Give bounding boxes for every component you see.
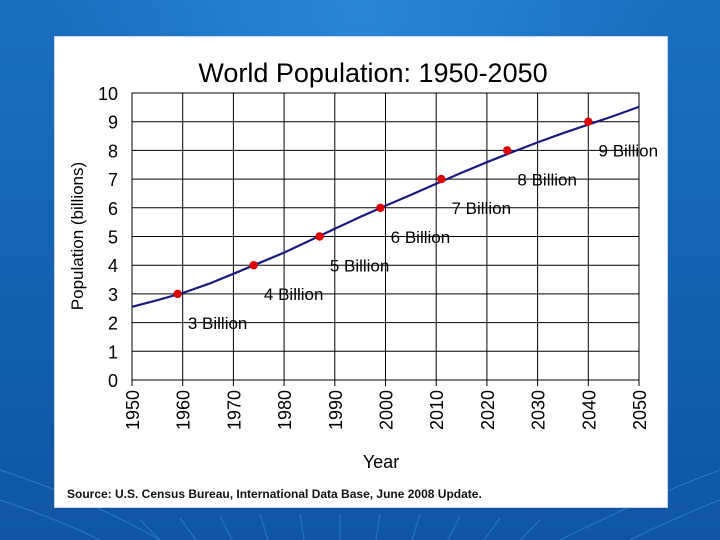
y-axis-label: Population (billions) xyxy=(68,162,87,310)
y-tick-label: 4 xyxy=(108,256,118,276)
milestone-label: 5 Billion xyxy=(330,257,390,276)
x-axis: 1950 1960 1970 1980 1990 2000 2010 2020 2030 2040… xyxy=(123,380,650,430)
chart-title: World Population: 1950-2050 xyxy=(198,58,547,88)
x-tick-label: 1960 xyxy=(174,390,194,430)
x-tick-label: 1990 xyxy=(326,390,346,430)
x-tick-label: 2030 xyxy=(529,390,549,430)
y-tick-label: 6 xyxy=(108,199,118,219)
y-tick-label: 7 xyxy=(108,170,118,190)
population-series xyxy=(131,105,640,308)
milestone-label: 9 Billion xyxy=(599,142,659,161)
y-tick-label: 9 xyxy=(108,113,118,133)
y-tick-label: 3 xyxy=(108,285,118,305)
x-tick-label: 2020 xyxy=(478,390,498,430)
milestone-label: 7 Billion xyxy=(451,199,511,218)
y-tick-label: 10 xyxy=(98,84,118,104)
milestone-label: 8 Billion xyxy=(517,170,577,189)
y-axis: 0 1 2 3 4 5 6 7 8 9 10 xyxy=(98,84,118,391)
x-tick-label: 2040 xyxy=(579,390,599,430)
milestone-label: 6 Billion xyxy=(391,228,451,247)
chart-card: 0 1 2 3 4 5 6 7 8 9 10 1950 1960 1970 1980 1990 2000 201… xyxy=(54,36,668,508)
milestone-point xyxy=(502,146,512,155)
x-tick-label: 1980 xyxy=(275,390,295,430)
population-chart: 0 1 2 3 4 5 6 7 8 9 10 1950 1960 1970 1980 1990 2000 201… xyxy=(68,58,659,472)
x-tick-label: 2050 xyxy=(630,390,650,430)
x-axis-label: Year xyxy=(363,452,399,472)
milestone-label: 4 Billion xyxy=(264,285,324,304)
milestone-point xyxy=(315,232,324,241)
source-note: Source: U.S. Census Bureau, Internationa… xyxy=(67,487,482,501)
y-tick-label: 2 xyxy=(108,314,118,334)
x-tick-label: 2000 xyxy=(377,390,397,430)
y-tick-label: 8 xyxy=(108,141,118,161)
milestone-point xyxy=(173,289,182,299)
population-line xyxy=(131,105,640,308)
milestone-point xyxy=(437,174,446,184)
y-tick-label: 5 xyxy=(108,228,118,248)
milestone-point xyxy=(376,203,385,212)
y-tick-label: 1 xyxy=(108,342,118,362)
x-tick-label: 1970 xyxy=(224,390,244,430)
y-tick-label: 0 xyxy=(108,371,118,391)
milestone-label: 3 Billion xyxy=(188,314,248,333)
x-tick-label: 2010 xyxy=(427,390,447,430)
milestone-point xyxy=(584,117,593,126)
grid xyxy=(131,92,640,381)
x-tick-label: 1950 xyxy=(123,390,143,430)
milestone-point xyxy=(249,261,258,270)
